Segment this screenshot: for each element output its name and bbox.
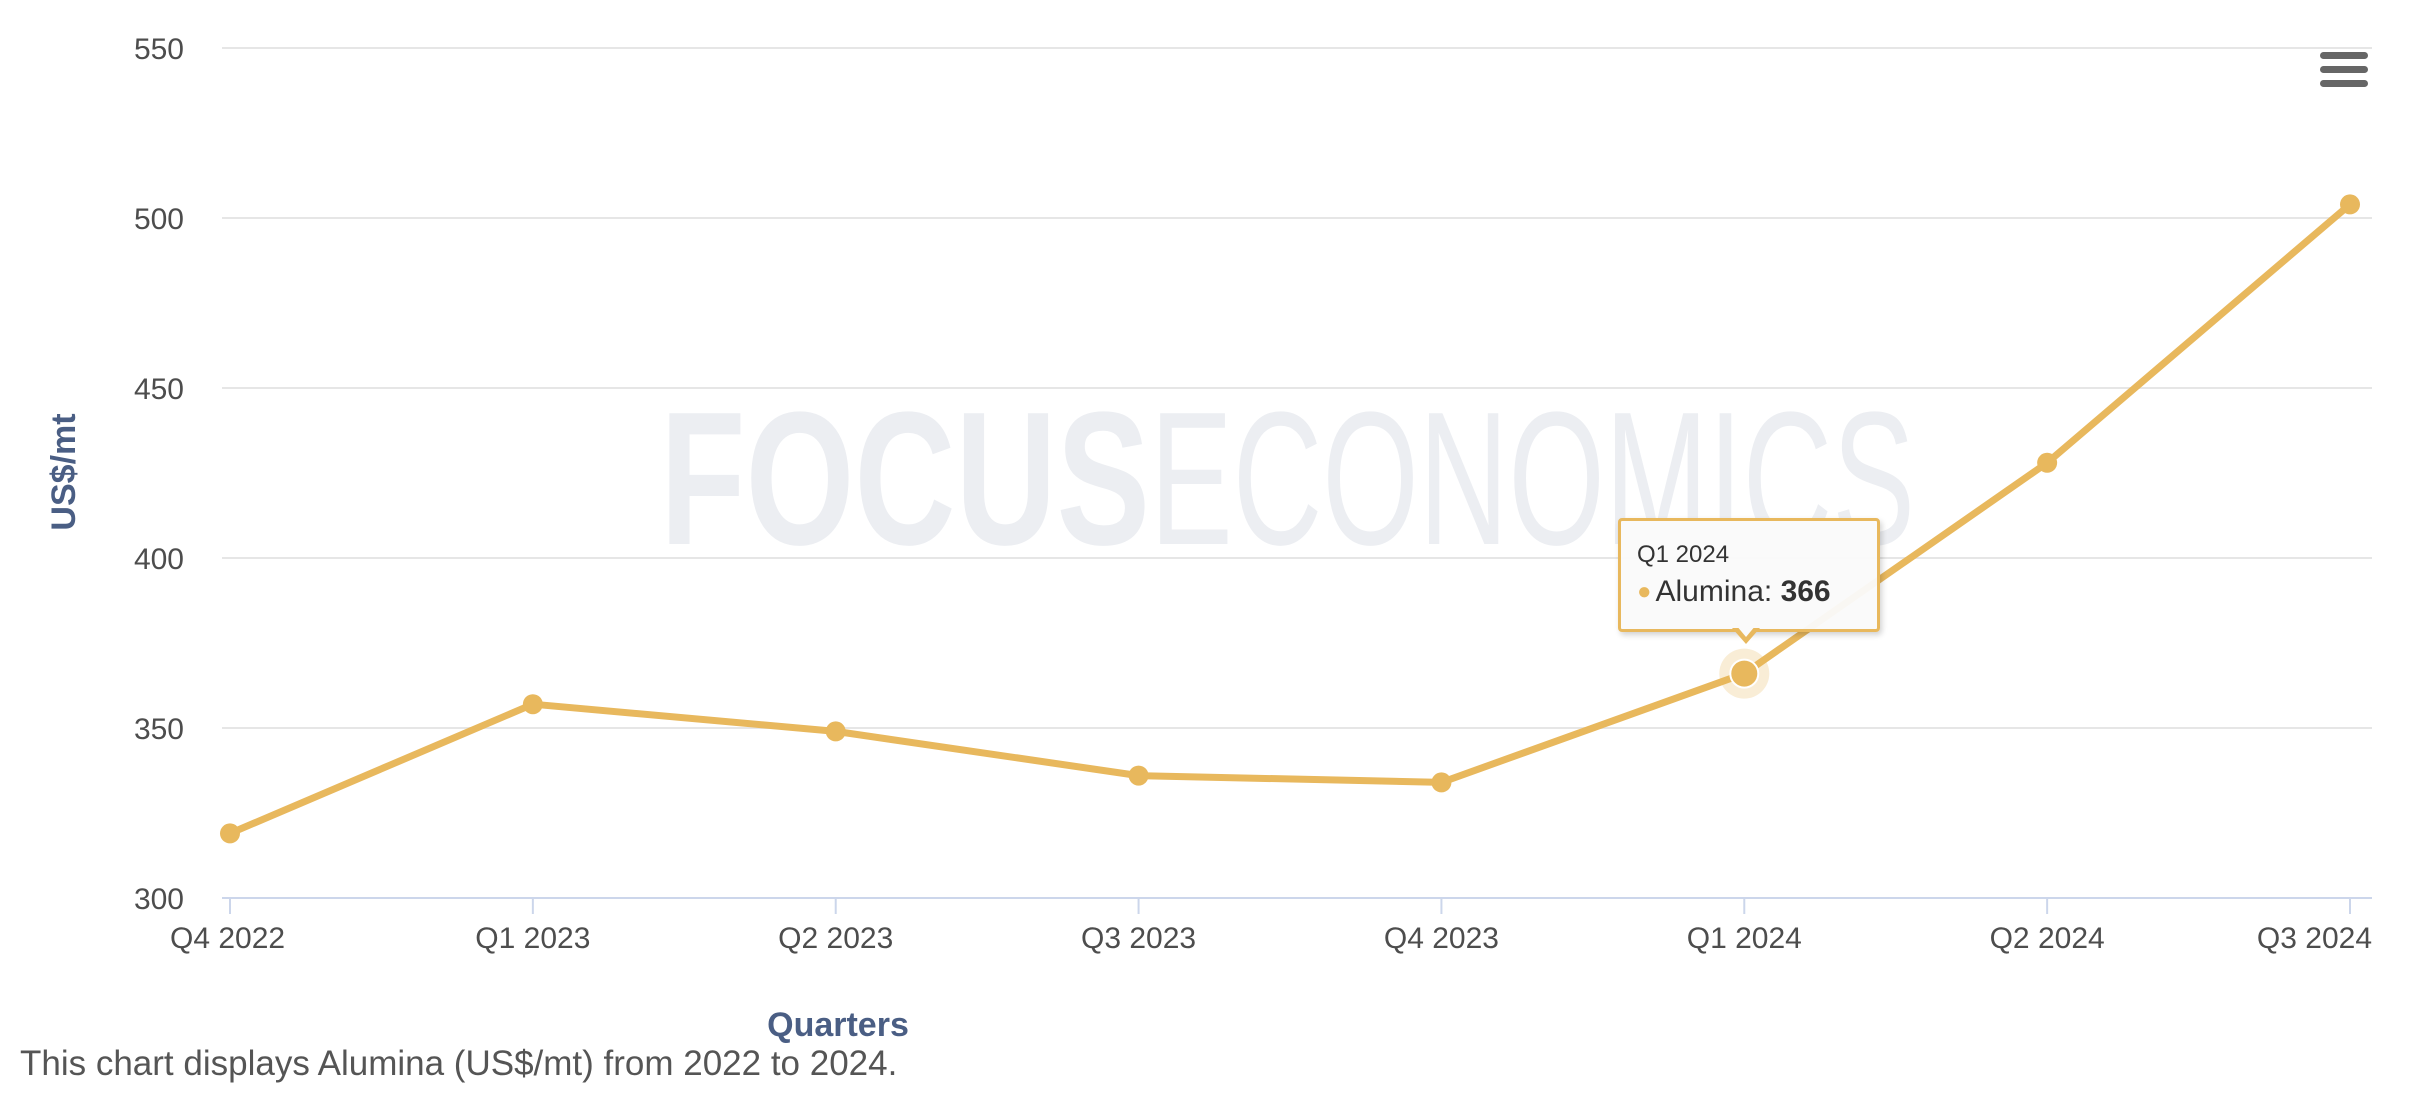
- tooltip-value: 366: [1780, 575, 1831, 608]
- tooltip-series-dot-icon: ●: [1637, 578, 1652, 605]
- watermark-bold-text: FOCUS: [660, 373, 1150, 585]
- data-point[interactable]: [825, 721, 846, 742]
- x-tick-label: Q2 2024: [1990, 922, 2105, 955]
- y-axis-ticks: 300 350 400 450 500 550: [134, 33, 184, 916]
- tooltip-series-label: Alumina:: [1655, 575, 1781, 608]
- tooltip-row: ● Alumina: 366: [1637, 575, 1861, 609]
- x-tick-label: Q4 2022: [170, 922, 285, 955]
- gridlines: [222, 47, 2372, 729]
- x-tick-label: Q3 2024: [2257, 922, 2372, 955]
- y-tick-label: 450: [134, 373, 184, 406]
- data-point[interactable]: [2037, 452, 2058, 473]
- x-tick-label: Q4 2023: [1384, 922, 1499, 955]
- x-tick-label: Q2 2023: [778, 922, 893, 955]
- chart-caption: This chart displays Alumina (US$/mt) fro…: [20, 1044, 898, 1083]
- x-tick-label: Q1 2023: [475, 922, 590, 955]
- data-point[interactable]: [220, 823, 240, 844]
- watermark: FOCUS ECONOMICS: [660, 373, 1915, 585]
- x-axis: Q4 2022 Q1 2023 Q2 2023 Q3 2023 Q4 2023 Q1 20…: [170, 897, 2372, 955]
- menu-bar: [2320, 52, 2368, 59]
- menu-bar: [2320, 66, 2368, 73]
- data-point[interactable]: [1431, 772, 1452, 793]
- x-tick-label: Q3 2023: [1081, 922, 1196, 955]
- tooltip: Q1 2024 ● Alumina: 366: [1618, 518, 1880, 632]
- y-tick-label: 550: [134, 33, 184, 66]
- tooltip-arrow: [1732, 625, 1760, 644]
- series-line: [226, 200, 2354, 837]
- y-axis-title: US$/mt: [45, 413, 83, 530]
- y-tick-label: 350: [134, 713, 184, 746]
- data-point[interactable]: [2340, 194, 2360, 215]
- menu-bar: [2320, 80, 2368, 87]
- y-tick-label: 500: [134, 203, 184, 236]
- data-point[interactable]: [1729, 658, 1760, 689]
- x-tick-label: Q1 2024: [1687, 922, 1802, 955]
- data-point[interactable]: [522, 694, 543, 715]
- series-alumina: [220, 194, 2360, 844]
- tooltip-category: Q1 2024: [1637, 541, 1730, 568]
- x-axis-title: Quarters: [767, 1006, 909, 1044]
- hamburger-menu-icon[interactable]: [2320, 52, 2368, 96]
- y-tick-label: 300: [134, 883, 184, 916]
- y-tick-label: 400: [134, 543, 184, 576]
- data-point[interactable]: [1128, 765, 1149, 786]
